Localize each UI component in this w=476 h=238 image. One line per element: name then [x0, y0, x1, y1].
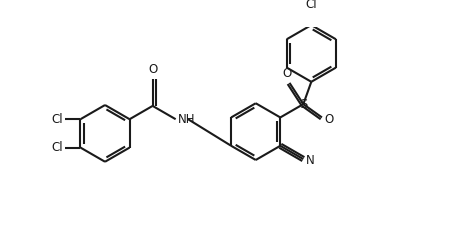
Text: N: N	[306, 154, 315, 167]
Text: O: O	[282, 67, 291, 80]
Text: S: S	[299, 98, 307, 111]
Text: Cl: Cl	[306, 0, 317, 11]
Text: NH: NH	[178, 113, 196, 126]
Text: O: O	[325, 113, 334, 126]
Text: Cl: Cl	[51, 141, 63, 154]
Text: O: O	[148, 63, 157, 76]
Text: Cl: Cl	[51, 113, 63, 126]
